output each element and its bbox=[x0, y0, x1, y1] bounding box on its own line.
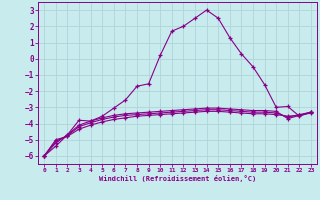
X-axis label: Windchill (Refroidissement éolien,°C): Windchill (Refroidissement éolien,°C) bbox=[99, 175, 256, 182]
